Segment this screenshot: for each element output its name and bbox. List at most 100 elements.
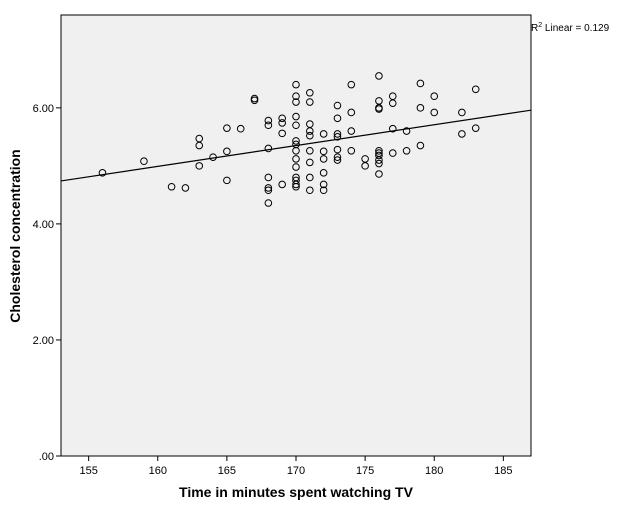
data-point bbox=[264, 199, 273, 207]
data-point bbox=[471, 124, 480, 132]
data-point bbox=[319, 155, 328, 163]
y-axis-title: Cholesterol concentration bbox=[7, 149, 23, 322]
data-point bbox=[306, 131, 314, 140]
data-point bbox=[347, 127, 356, 135]
data-point bbox=[264, 186, 273, 195]
data-point bbox=[250, 96, 259, 105]
data-point bbox=[333, 114, 342, 123]
data-point bbox=[236, 124, 245, 133]
data-point bbox=[264, 116, 273, 125]
data-point bbox=[223, 147, 231, 156]
x-tick-label: 155 bbox=[79, 465, 97, 477]
data-point bbox=[347, 80, 356, 89]
data-point bbox=[140, 157, 148, 166]
data-point bbox=[292, 180, 300, 189]
data-point bbox=[333, 153, 342, 161]
data-point bbox=[292, 112, 300, 121]
data-point bbox=[292, 80, 300, 89]
data-point bbox=[292, 182, 300, 191]
data-point bbox=[292, 98, 300, 106]
data-point bbox=[195, 162, 204, 170]
data-point bbox=[388, 124, 397, 133]
data-point bbox=[292, 92, 300, 101]
data-point bbox=[430, 108, 439, 117]
data-point bbox=[333, 145, 342, 154]
data-point bbox=[223, 124, 231, 132]
x-axis: 155 160 165 170 175 180 185 bbox=[79, 456, 513, 477]
data-point bbox=[306, 127, 314, 135]
data-point bbox=[388, 99, 397, 107]
y-tick-label: 4.00 bbox=[33, 219, 54, 231]
x-tick-label: 160 bbox=[149, 465, 167, 477]
data-point bbox=[306, 88, 314, 97]
data-point bbox=[471, 85, 480, 94]
x-tick-label: 170 bbox=[287, 465, 305, 477]
data-point bbox=[375, 151, 383, 160]
y-tick-label: 6.00 bbox=[33, 103, 54, 115]
data-point bbox=[306, 186, 314, 195]
data-point bbox=[430, 92, 439, 101]
data-point bbox=[167, 182, 176, 191]
data-point bbox=[292, 146, 300, 155]
data-point bbox=[333, 101, 342, 110]
data-point bbox=[388, 149, 397, 157]
y-axis: .00 2.00 4.00 6.00 bbox=[33, 103, 61, 463]
data-point bbox=[292, 155, 300, 163]
data-point bbox=[195, 141, 204, 150]
data-point bbox=[278, 180, 286, 189]
y-tick-label: .00 bbox=[39, 451, 54, 463]
data-point bbox=[264, 184, 273, 192]
data-point bbox=[306, 158, 314, 167]
data-point bbox=[264, 144, 273, 153]
data-point bbox=[361, 162, 369, 170]
data-point bbox=[98, 169, 107, 177]
data-point bbox=[264, 173, 273, 182]
data-point bbox=[181, 184, 190, 192]
data-point bbox=[319, 186, 328, 195]
data-point bbox=[416, 79, 425, 88]
data-point bbox=[416, 141, 425, 150]
data-point bbox=[319, 180, 328, 189]
data-point bbox=[223, 176, 231, 185]
data-point bbox=[292, 163, 300, 171]
data-point bbox=[278, 114, 286, 123]
data-point bbox=[347, 108, 356, 117]
data-point bbox=[375, 72, 383, 80]
x-tick-label: 180 bbox=[425, 465, 443, 477]
data-point bbox=[278, 119, 286, 127]
data-point bbox=[333, 156, 342, 164]
data-points bbox=[98, 72, 480, 207]
x-axis-title: Time in minutes spent watching TV bbox=[179, 484, 414, 500]
data-point bbox=[375, 146, 383, 155]
data-point bbox=[278, 129, 286, 138]
data-point bbox=[402, 127, 411, 135]
data-point bbox=[306, 146, 314, 155]
x-tick-label: 165 bbox=[218, 465, 236, 477]
data-point bbox=[306, 173, 314, 182]
data-point bbox=[306, 98, 314, 106]
data-point bbox=[375, 105, 383, 113]
data-point bbox=[209, 153, 217, 161]
data-point bbox=[402, 146, 411, 155]
y-tick-label: 2.00 bbox=[33, 335, 54, 347]
plot-background bbox=[60, 14, 532, 457]
data-point bbox=[375, 159, 383, 168]
regression-fit-line bbox=[60, 109, 532, 182]
data-point bbox=[416, 104, 425, 112]
r2-annotation: R2 Linear = 0.129 bbox=[531, 22, 610, 34]
data-point bbox=[458, 108, 466, 117]
data-point bbox=[458, 130, 466, 138]
data-point bbox=[292, 137, 300, 145]
x-tick-label: 175 bbox=[356, 465, 374, 477]
data-point bbox=[375, 170, 383, 178]
data-point bbox=[319, 130, 328, 138]
data-point bbox=[319, 169, 328, 177]
data-point bbox=[264, 121, 273, 130]
data-point bbox=[292, 121, 300, 130]
data-point bbox=[333, 130, 342, 138]
data-point bbox=[319, 147, 328, 156]
data-point bbox=[375, 156, 383, 164]
data-point bbox=[347, 146, 356, 155]
